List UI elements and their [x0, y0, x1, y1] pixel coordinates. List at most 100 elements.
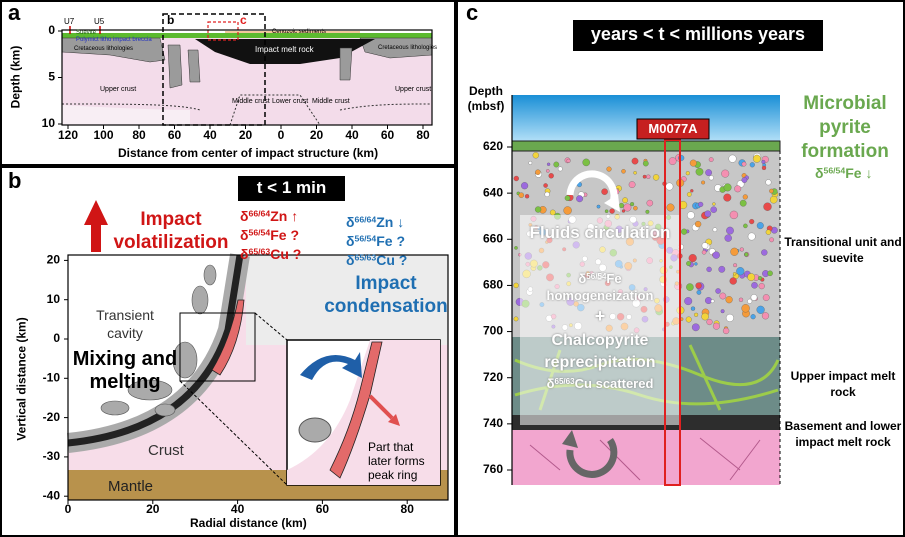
clast [724, 194, 732, 202]
clast [667, 204, 675, 212]
clast [696, 168, 703, 175]
clast [564, 207, 572, 215]
x-tick-label: 40 [345, 128, 359, 142]
clast [764, 203, 772, 211]
clast [558, 167, 562, 171]
region-label: Part that later forms peak ring [368, 440, 440, 482]
depth-tick-label: 720 [483, 370, 503, 384]
clast [742, 177, 747, 182]
clast [607, 167, 612, 172]
unit-label: Transitional unit and suevite [784, 234, 902, 266]
y-tick-label: -30 [43, 449, 61, 463]
clast [725, 235, 732, 242]
clast [724, 184, 732, 192]
element: Fe [606, 271, 621, 286]
unit-label: Cenozoic sediments [272, 29, 326, 35]
clast [690, 160, 697, 167]
clast [712, 203, 715, 206]
depth-tick-label: 620 [483, 139, 503, 153]
clast [744, 253, 748, 257]
plus: + [525, 306, 675, 327]
region-label: Mantle [108, 478, 153, 495]
depth-tick-label: 640 [483, 185, 503, 199]
clast [711, 300, 714, 303]
y-tick-label: -10 [43, 370, 61, 384]
y-tick-label: -40 [43, 488, 61, 502]
x-tick-label: 60 [168, 128, 182, 142]
clast [766, 180, 772, 186]
clast [720, 293, 726, 299]
clast [713, 228, 717, 232]
zoom-label: c [240, 13, 247, 27]
clast [622, 198, 627, 203]
mass: 65/63 [355, 253, 377, 263]
panel-letter: b [8, 168, 21, 194]
unit-label: Upper impact melt rock [784, 368, 902, 400]
panel-a-section [62, 14, 432, 125]
core-label: M0077A [637, 121, 709, 136]
clast [514, 283, 519, 288]
isotope: δ66/64Zn ↓ [346, 213, 407, 232]
x-tick-label: 120 [58, 128, 78, 142]
clast [519, 193, 524, 198]
clast [597, 205, 600, 208]
clast [759, 283, 765, 289]
unit-label: Upper crust [395, 86, 431, 93]
mass: 56/54 [249, 228, 271, 238]
clast [686, 171, 690, 175]
clast [687, 192, 691, 196]
clast [647, 200, 653, 206]
clast [622, 210, 625, 213]
isotope: δ56/54Fehomogeneization [525, 270, 675, 304]
clast [713, 323, 720, 330]
clast [629, 181, 635, 187]
unit-label: Suevite [76, 30, 96, 36]
clast [529, 161, 532, 164]
clast [726, 314, 734, 322]
y-tick-label: -20 [43, 410, 61, 424]
x-tick-label: 60 [381, 128, 395, 142]
clast [632, 158, 638, 164]
process-label: Chalcopyrite reprecipitation [522, 330, 678, 374]
clast [643, 175, 646, 178]
clast [544, 183, 548, 187]
clast [686, 261, 691, 266]
clast [769, 238, 773, 242]
clast [695, 221, 701, 227]
process-label: Microbial pyrite formation [786, 92, 904, 164]
isotope: δ56/54Fe ? [346, 232, 407, 251]
process-label: Impact volatilization [104, 208, 238, 254]
region-label: Crust [148, 442, 184, 459]
clast [669, 157, 676, 164]
pyrite-band [512, 141, 780, 151]
mass: 56/54 [824, 166, 846, 176]
clast [740, 200, 746, 206]
process-label: Fluids circulation [525, 222, 675, 244]
clast [751, 314, 756, 319]
clast [696, 283, 702, 289]
clast [769, 189, 773, 193]
unit-label: Basement and lower impact melt rock [784, 418, 902, 450]
x-tick-label: 40 [231, 502, 245, 516]
clast [721, 309, 725, 313]
clast [757, 222, 764, 229]
clast [545, 192, 550, 197]
delta: δ [346, 233, 355, 249]
clast [763, 294, 769, 300]
clast [729, 155, 737, 163]
clast [730, 278, 737, 285]
x-tick-label: 80 [401, 502, 415, 516]
isotope-list: δ66/64Zn ↓ δ56/54Fe ? δ65/63Cu ? [346, 213, 407, 270]
clast [761, 250, 767, 256]
clast [535, 207, 541, 213]
clast [713, 252, 720, 259]
clast [694, 313, 698, 317]
element: Fe [376, 233, 392, 249]
clast [750, 162, 755, 167]
clast [583, 159, 590, 166]
isotope: δ65/63Cu ? [346, 251, 407, 270]
clast [758, 276, 762, 280]
panel-letter: c [466, 0, 478, 26]
x-tick-label: 80 [416, 128, 430, 142]
trend: ? [293, 246, 302, 262]
